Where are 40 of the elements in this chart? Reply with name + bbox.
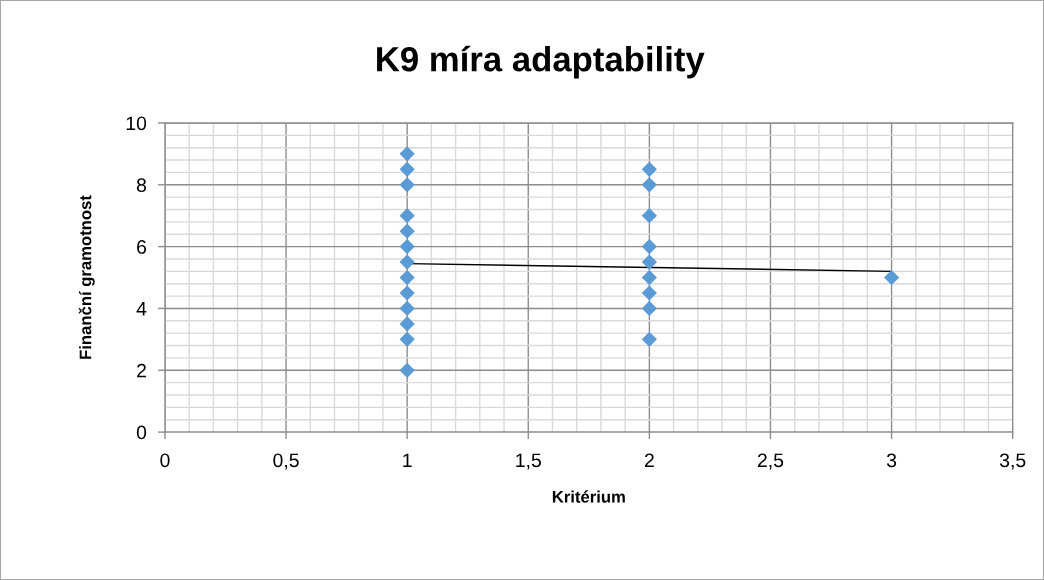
point	[399, 223, 415, 239]
point	[641, 254, 657, 270]
y-axis-title: Finanční gramotnost	[78, 195, 95, 359]
point	[641, 300, 657, 317]
x-tick-label: 1	[403, 453, 412, 468]
point	[641, 208, 657, 224]
x-tick-label: 3,5	[999, 453, 1026, 470]
chart-title: K9 míra adaptability	[377, 45, 705, 79]
point	[399, 269, 415, 286]
x-tick-label: 0	[160, 453, 170, 468]
point	[399, 254, 415, 270]
x-tick-label: 2,5	[757, 453, 784, 470]
point	[641, 269, 657, 286]
point	[399, 331, 415, 347]
point	[641, 239, 657, 255]
point	[641, 177, 657, 193]
y-tick-label: 8	[136, 178, 147, 193]
y-tick-label: 10	[126, 116, 147, 131]
point	[399, 316, 415, 332]
point	[883, 269, 900, 286]
point	[641, 285, 657, 301]
point	[399, 285, 415, 301]
x-tick-label: 3	[886, 453, 897, 468]
x-tick-label: 1,5	[516, 453, 541, 470]
x-tick-label: 0,5	[273, 453, 299, 470]
point	[399, 161, 415, 177]
point	[399, 177, 415, 193]
y-tick-label: 0	[136, 425, 147, 440]
point	[641, 161, 657, 177]
point	[399, 362, 415, 378]
x-tick-label: 2	[644, 453, 654, 468]
y-tick-label: 6	[137, 240, 147, 254]
point	[399, 208, 415, 224]
point	[641, 331, 657, 347]
x-axis-title: Kritérium	[552, 490, 625, 503]
point	[399, 239, 415, 255]
point	[399, 300, 415, 317]
point	[399, 146, 415, 162]
y-tick-label: 2	[137, 363, 146, 378]
y-tick-label: 4	[136, 302, 147, 316]
